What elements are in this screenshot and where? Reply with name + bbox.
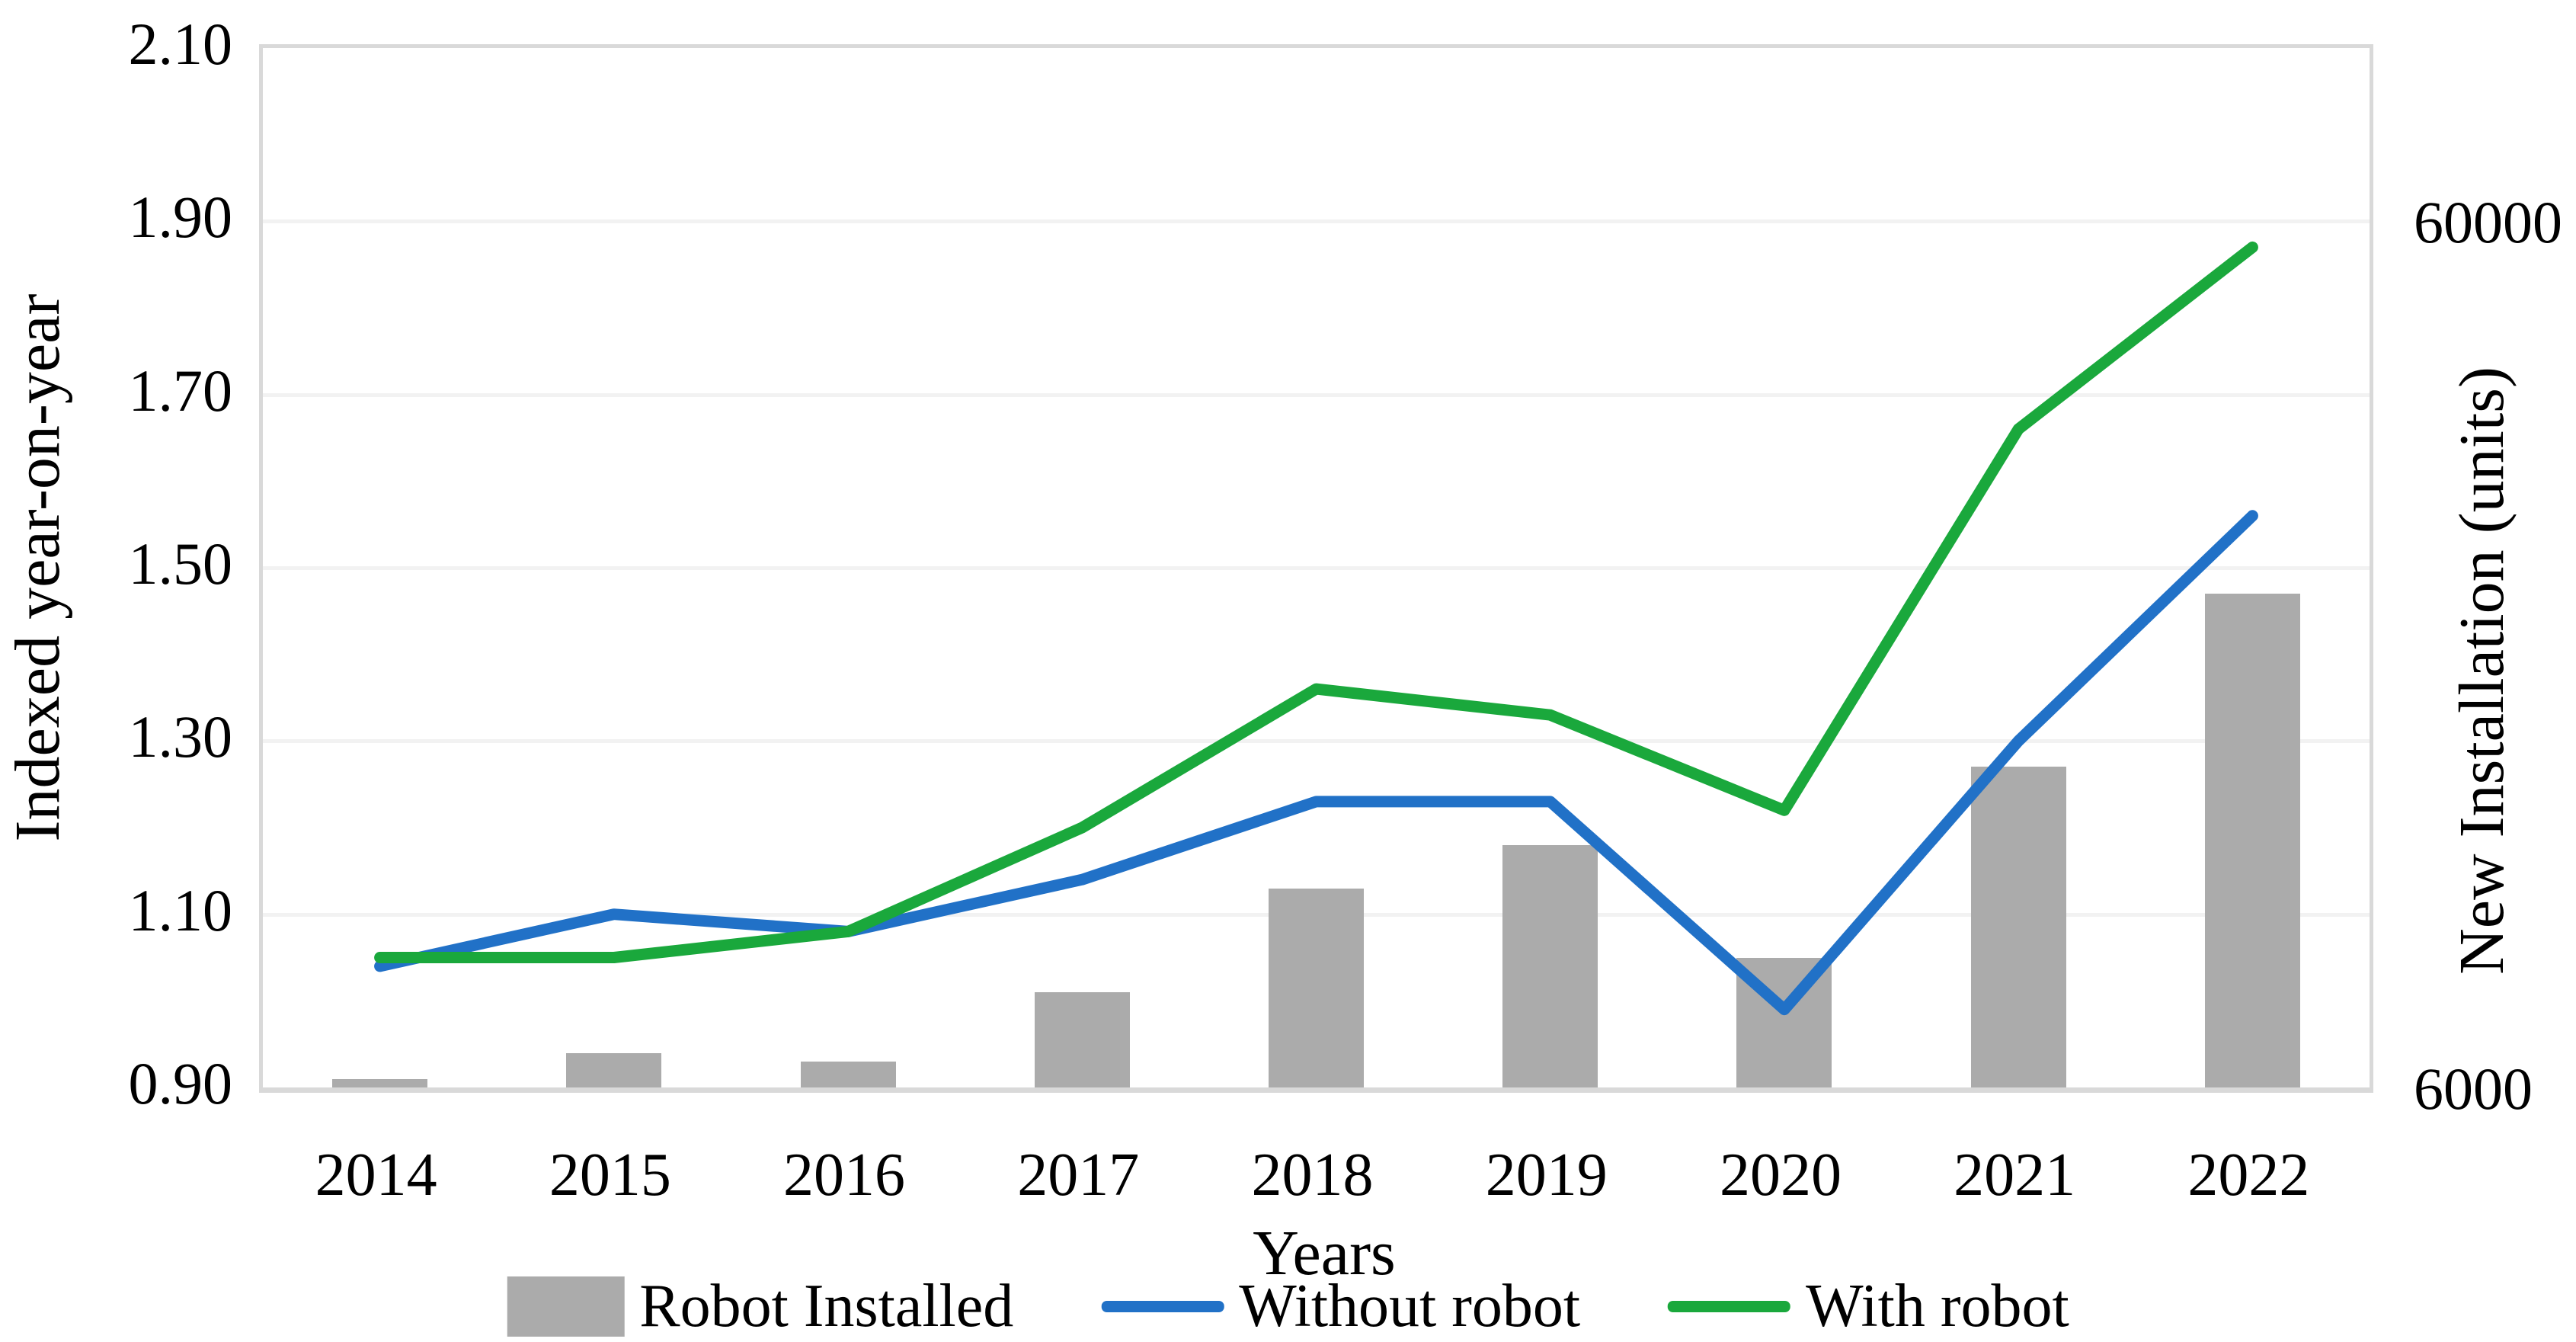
- line-without-robot: [374, 510, 2258, 1016]
- bar-2018: [1269, 888, 1364, 1087]
- legend-item-label: Without robot: [1239, 1273, 1581, 1340]
- legend-item: Robot Installed: [507, 1273, 1013, 1339]
- x-axis-tick-label: 2018: [1251, 1142, 1374, 1209]
- legend-item: With robot: [1668, 1273, 2069, 1339]
- plot-area: [259, 44, 2373, 1093]
- left-axis-tick-label: 1.10: [128, 876, 233, 943]
- x-axis-tick-label: 2017: [1017, 1142, 1140, 1209]
- legend-bar-swatch-icon: [507, 1276, 625, 1337]
- gridline: [263, 739, 2370, 744]
- right-axis-title: New Installation (units): [2446, 367, 2517, 975]
- legend-line-swatch-icon: [1668, 1300, 1791, 1312]
- legend-item: Without robot: [1101, 1273, 1580, 1339]
- gridline: [263, 219, 2370, 224]
- x-axis-tick-label: 2022: [2187, 1142, 2310, 1209]
- x-axis-title: Years: [1253, 1218, 1396, 1289]
- bar-2021: [1970, 767, 2066, 1087]
- x-axis-tick-label: 2021: [1954, 1142, 2076, 1209]
- left-axis-tick-label: 1.50: [128, 530, 233, 597]
- x-axis-tick-label: 2015: [549, 1142, 671, 1209]
- x-axis-tick-label: 2014: [315, 1142, 437, 1209]
- x-axis-tick-label: 2016: [783, 1142, 906, 1209]
- left-axis-tick-label: 1.30: [128, 703, 233, 770]
- gridline: [263, 392, 2370, 397]
- line-series-layer: [374, 241, 2258, 1016]
- left-axis-tick-label: 2.10: [128, 11, 233, 77]
- bar-2022: [2204, 594, 2300, 1087]
- legend-item-label: With robot: [1806, 1273, 2069, 1340]
- right-axis-tick-label: 6000: [2414, 1055, 2533, 1122]
- bar-2015: [566, 1052, 662, 1087]
- line-with-robot: [374, 241, 2258, 963]
- legend-line-swatch-icon: [1101, 1300, 1224, 1312]
- right-axis-tick-label: 60000: [2414, 189, 2562, 256]
- x-axis-tick-label: 2020: [1719, 1142, 1842, 1209]
- bar-2016: [800, 1061, 896, 1087]
- legend-item-label: Robot Installed: [639, 1273, 1014, 1340]
- left-axis-tick-label: 1.90: [128, 184, 233, 251]
- bar-2017: [1034, 991, 1130, 1087]
- legend: Robot Installed Without robot With robot: [507, 1271, 2069, 1341]
- gridline: [263, 566, 2370, 570]
- left-axis-tick-label: 1.70: [128, 357, 233, 424]
- left-axis-tick-label: 0.90: [128, 1050, 233, 1116]
- x-axis-tick-label: 2019: [1485, 1142, 1608, 1209]
- bar-2019: [1502, 844, 1598, 1087]
- bar-2014: [332, 1078, 428, 1087]
